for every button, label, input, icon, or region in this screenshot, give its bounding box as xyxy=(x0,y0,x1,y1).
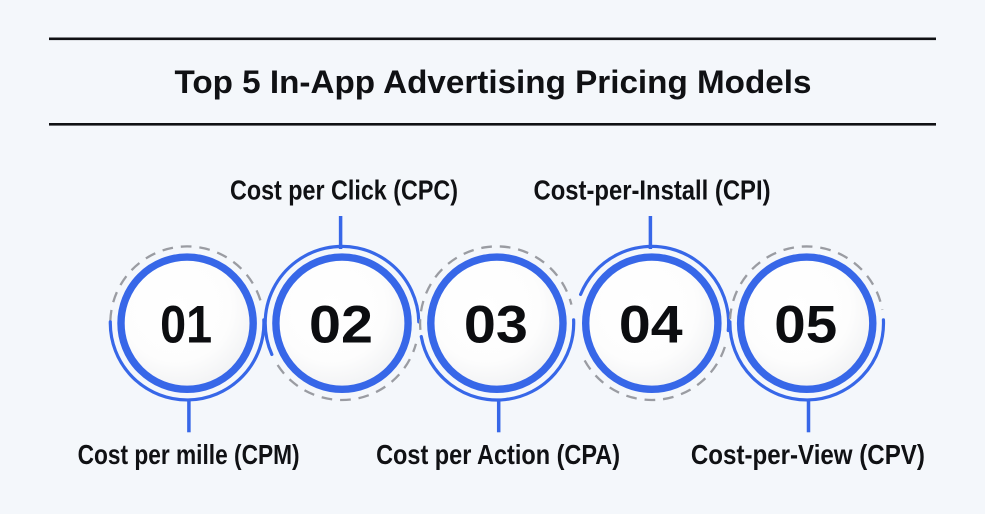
svg-text:Cost per mille (CPM): Cost per mille (CPM) xyxy=(78,439,300,470)
svg-text:03: 03 xyxy=(464,296,528,355)
svg-text:01: 01 xyxy=(160,296,212,355)
svg-text:Cost-per-Install (CPI): Cost-per-Install (CPI) xyxy=(534,175,771,206)
svg-text:Top 5 In-App Advertising Prici: Top 5 In-App Advertising Pricing Models xyxy=(175,64,812,100)
svg-text:Cost per Action (CPA): Cost per Action (CPA) xyxy=(376,439,620,470)
svg-text:Cost-per-View (CPV): Cost-per-View (CPV) xyxy=(691,439,925,470)
svg-text:04: 04 xyxy=(619,296,683,355)
svg-text:02: 02 xyxy=(309,296,373,355)
svg-text:05: 05 xyxy=(774,296,837,355)
svg-text:Cost per Click (CPC): Cost per Click (CPC) xyxy=(230,175,458,206)
